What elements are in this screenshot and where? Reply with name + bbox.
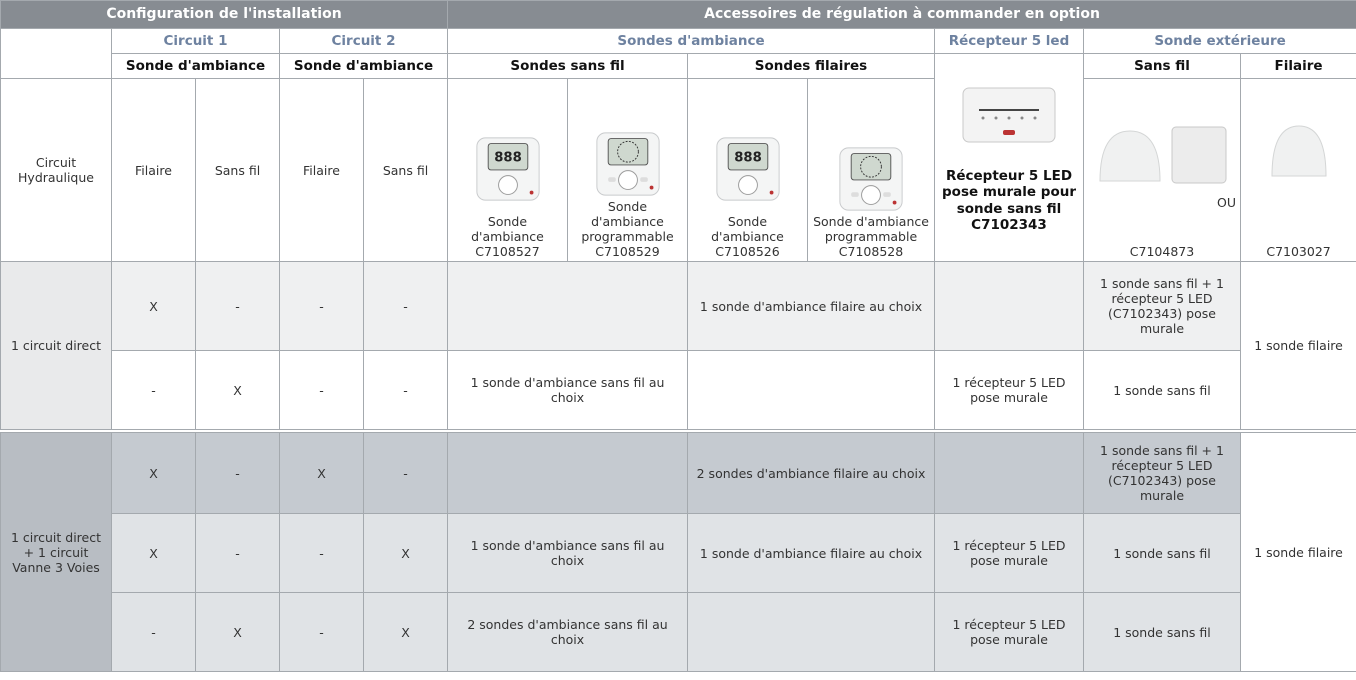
product-label: Sonde d'ambiance <box>711 214 784 244</box>
product-label: Sonde d'ambiance programmable <box>813 214 929 244</box>
subheader-cell: Sonde extérieure <box>1082 28 1356 54</box>
cell: - <box>363 350 448 430</box>
cell: X <box>111 432 196 514</box>
cell: - <box>363 261 448 351</box>
cell: - <box>195 513 280 593</box>
cell <box>934 261 1084 351</box>
outdoor-sensor-image <box>1099 126 1227 184</box>
product-code: C7108529 <box>595 244 660 259</box>
cell: - <box>279 350 364 430</box>
row-header: Circuit Hydraulique <box>0 78 112 262</box>
product-code: C7103027 <box>1266 244 1331 259</box>
cell: - <box>279 261 364 351</box>
cell: - <box>279 513 364 593</box>
blank-cell <box>0 28 112 79</box>
product-cell: C7103027 <box>1239 78 1356 262</box>
product-label: Sonde d'ambiance <box>471 214 544 244</box>
cell: X <box>111 261 196 351</box>
cell <box>687 350 935 430</box>
product-cell: OU C7104873 <box>1083 78 1241 262</box>
header-cell: Accessoires de régulation à commander en… <box>446 0 1356 29</box>
product-cell: Sonde d'ambiance C7108527 <box>447 78 568 262</box>
thermostat-image <box>715 136 781 202</box>
thermostat-image <box>475 136 541 202</box>
cell: 1 sonde d'ambiance sans fil au choix <box>447 513 688 593</box>
product-label: Récepteur 5 LED pose murale pour sonde s… <box>942 168 1076 217</box>
cell: - <box>195 261 280 351</box>
cell: 1 sonde d'ambiance filaire au choix <box>687 513 935 593</box>
outdoor-sensor-image <box>1271 125 1327 177</box>
header-cell: Configuration de l'installation <box>0 0 448 29</box>
or-label: OU <box>1217 195 1236 210</box>
cell: 1 sonde sans fil + 1 récepteur 5 LED (C7… <box>1083 432 1241 514</box>
cell: 1 récepteur 5 LED pose murale <box>934 592 1084 672</box>
cell: - <box>195 432 280 514</box>
cell: X <box>363 592 448 672</box>
product-code: C7108526 <box>715 244 780 259</box>
cell: 1 sonde sans fil <box>1083 513 1241 593</box>
cell <box>687 592 935 672</box>
separator <box>0 429 1356 433</box>
cell: 2 sondes d'ambiance filaire au choix <box>687 432 935 514</box>
subheader-cell: Sonde d'ambiance <box>111 53 280 79</box>
thermostat-image <box>595 131 661 197</box>
product-label: Sonde d'ambiance programmable <box>581 199 674 244</box>
cell: - <box>111 350 196 430</box>
receiver-image <box>962 87 1056 143</box>
product-code: C7108527 <box>475 244 540 259</box>
cell: Filaire <box>279 78 364 262</box>
thermostat-image <box>838 146 904 212</box>
cell: 1 sonde sans fil <box>1083 592 1241 672</box>
cell: - <box>363 432 448 514</box>
product-code: C7104873 <box>1129 244 1195 259</box>
product-cell: Sonde d'ambiance C7108526 <box>687 78 808 262</box>
product-cell: Sonde d'ambiance programmable C7108529 <box>567 78 688 262</box>
subheader-cell: Récepteur 5 led <box>934 28 1084 54</box>
subheader-cell: Sans fil <box>1083 53 1241 79</box>
product-code: C7108528 <box>838 244 904 259</box>
cell: 2 sondes d'ambiance sans fil au choix <box>447 592 688 672</box>
cell <box>447 432 688 514</box>
cell: Filaire <box>111 78 196 262</box>
product-cell: Récepteur 5 LED pose murale pour sonde s… <box>934 53 1084 262</box>
subheader-cell: Circuit 2 <box>279 28 448 54</box>
cell: 1 récepteur 5 LED pose murale <box>934 350 1084 430</box>
row-group-header: 1 circuit direct <box>0 261 112 430</box>
cell: 1 sonde sans fil + 1 récepteur 5 LED (C7… <box>1083 261 1241 351</box>
cell <box>447 261 688 351</box>
cell: 1 sonde filaire <box>1239 261 1356 430</box>
cell: 1 récepteur 5 LED pose murale <box>934 513 1084 593</box>
cell: X <box>279 432 364 514</box>
cell: X <box>195 592 280 672</box>
product-cell: Sonde d'ambiance programmable C7108528 <box>807 78 935 262</box>
subheader-cell: Sonde d'ambiance <box>279 53 448 79</box>
row-group-header: 1 circuit direct + 1 circuit Vanne 3 Voi… <box>0 432 112 672</box>
cell: 1 sonde d'ambiance filaire au choix <box>687 261 935 351</box>
cell: X <box>195 350 280 430</box>
cell: - <box>111 592 196 672</box>
subheader-cell: Circuit 1 <box>111 28 280 54</box>
product-code: C7102343 <box>971 216 1047 233</box>
cell: Sans fil <box>363 78 448 262</box>
cell: 1 sonde filaire <box>1239 432 1356 672</box>
subheader-cell: Sondes sans fil <box>447 53 688 79</box>
cell: X <box>111 513 196 593</box>
cell <box>934 432 1084 514</box>
cell: X <box>363 513 448 593</box>
subheader-cell: Sondes d'ambiance <box>447 28 935 54</box>
cell: - <box>279 592 364 672</box>
subheader-cell: Sondes filaires <box>687 53 935 79</box>
subheader-cell: Filaire <box>1239 53 1356 79</box>
cell: 1 sonde sans fil <box>1083 350 1241 430</box>
cell: 1 sonde d'ambiance sans fil au choix <box>447 350 688 430</box>
cell: Sans fil <box>195 78 280 262</box>
